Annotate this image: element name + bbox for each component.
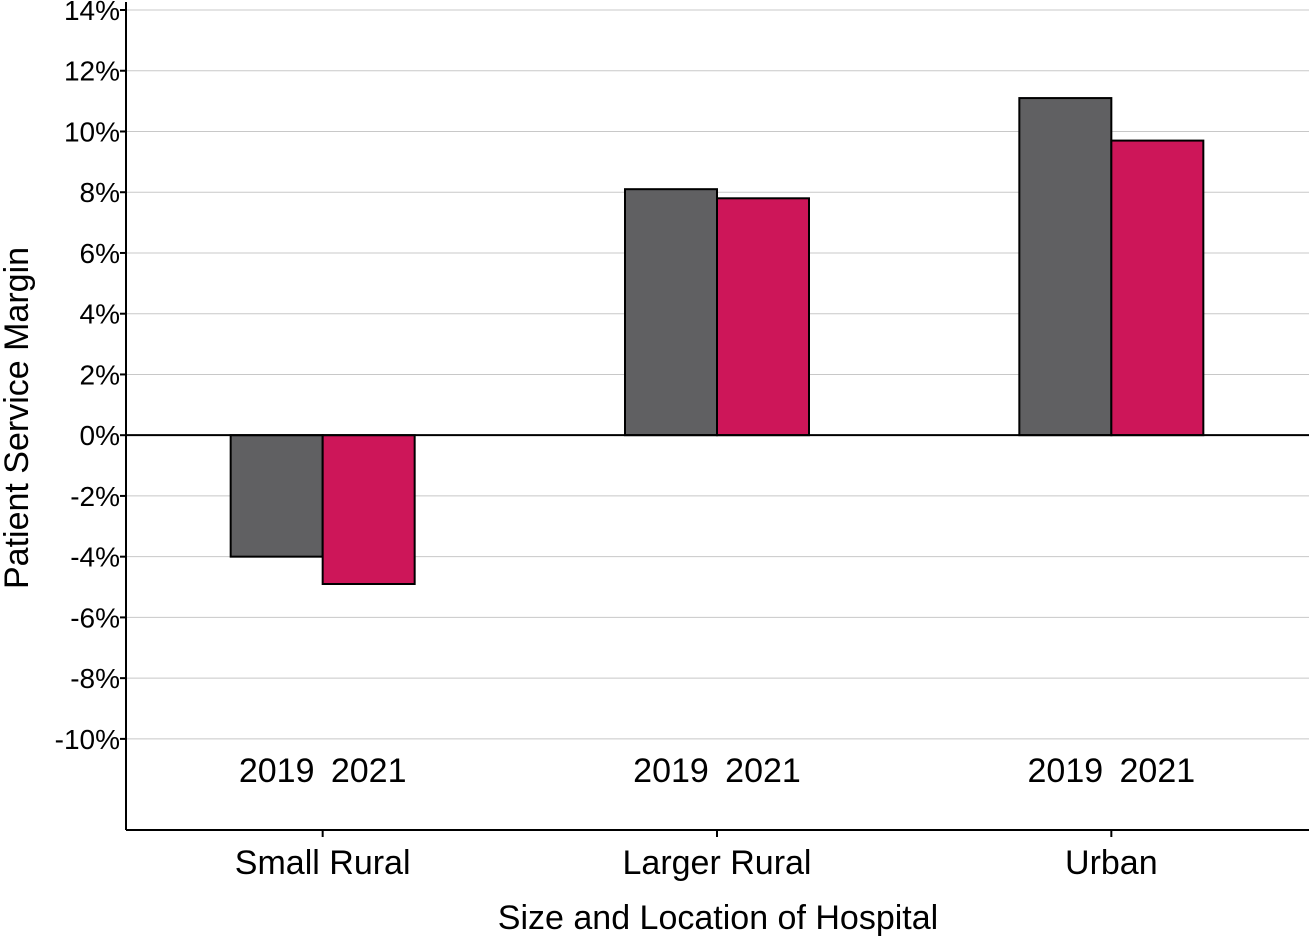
y-tick-label: 14% [64,0,120,26]
y-tick-label: -10% [55,724,120,755]
y-tick-label: -2% [70,481,120,512]
y-tick-label: -6% [70,602,120,633]
x-tick-label: Urban [1065,844,1158,882]
y-tick-label: -8% [70,663,120,694]
bar-2019-urban [1018,97,1113,437]
series-label: 2021 [725,752,801,790]
x-tick-label: Small Rural [235,844,411,882]
bar-2019-small-rural [229,434,324,558]
y-tick-label: -4% [70,542,120,573]
x-axis-title: Size and Location of Hospital [498,899,938,937]
series-label: 2019 [1028,752,1104,790]
bar-2021-urban [1110,139,1205,437]
y-tick-label: 4% [80,299,120,330]
y-tick-label: 8% [80,177,120,208]
y-tick-label: 0% [80,420,120,451]
bar-2021-larger-rural [716,197,810,437]
bars [229,97,1205,585]
y-axis-ticks: 14% 12% 10% 8% 6% 4% 2% 0% -2% -4% -6% -8% -10% [55,0,126,755]
y-axis-title: Patient Service Margin [0,247,36,589]
series-labels: 2019 2021 2019 2021 2019 2021 [239,752,1195,790]
series-label: 2021 [1120,752,1196,790]
y-tick-label: 10% [64,116,120,147]
x-tick-label: Larger Rural [623,844,812,882]
y-tick-label: 2% [80,359,120,390]
x-axis-ticks: Small Rural Larger Rural Urban [235,830,1158,882]
y-tick-label: 6% [80,238,120,269]
y-tick-label: 12% [64,56,120,87]
series-label: 2021 [331,752,407,790]
bar-2021-small-rural [321,434,416,585]
bar-2019-larger-rural [624,188,718,437]
series-label: 2019 [239,752,315,790]
series-label: 2019 [633,752,709,790]
